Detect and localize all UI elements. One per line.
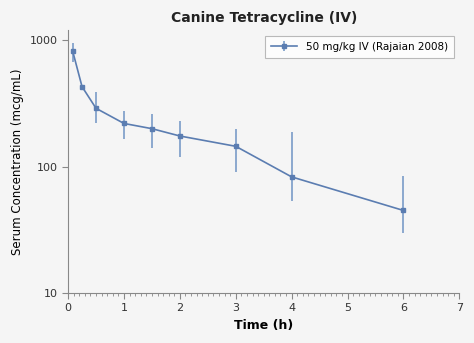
Y-axis label: Serum Concentration (mcg/mL): Serum Concentration (mcg/mL) bbox=[11, 69, 24, 255]
X-axis label: Time (h): Time (h) bbox=[234, 319, 293, 332]
Legend: 50 mg/kg IV (Rajaian 2008): 50 mg/kg IV (Rajaian 2008) bbox=[265, 36, 454, 58]
Title: Canine Tetracycline (IV): Canine Tetracycline (IV) bbox=[171, 11, 357, 25]
